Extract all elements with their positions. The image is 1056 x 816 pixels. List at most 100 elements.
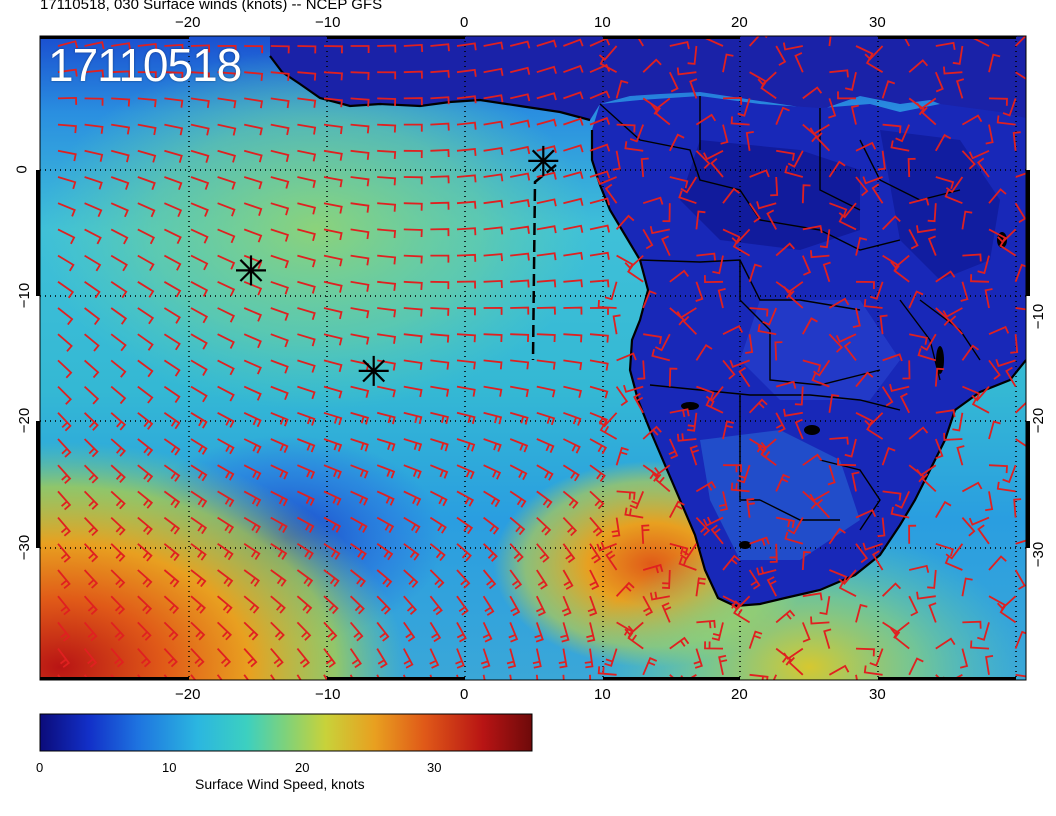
- wind-barb: [349, 621, 364, 642]
- wind-barb: [695, 113, 717, 126]
- wind-barb: [745, 131, 754, 151]
- wind-barb: [633, 392, 644, 414]
- wind-barb: [766, 576, 777, 597]
- lon-tick-bottom: 0: [460, 686, 469, 703]
- wind-barb: [988, 420, 1001, 440]
- wind-barb: [377, 202, 397, 212]
- wind-barb: [164, 97, 184, 108]
- wind-barb: [510, 359, 530, 370]
- wind-barb: [959, 648, 969, 669]
- wind-barb: [483, 173, 504, 182]
- wind-barb: [766, 209, 777, 230]
- wind-barb: [762, 307, 778, 326]
- wind-barb: [482, 622, 493, 643]
- wind-barb: [935, 542, 955, 557]
- wind-barb: [403, 490, 422, 506]
- wind-barb: [83, 543, 99, 563]
- wind-barb: [589, 170, 611, 179]
- wind-barb: [642, 290, 657, 309]
- wind-barb: [589, 251, 610, 260]
- wind-barb: [244, 97, 264, 109]
- lat-tick-left: 0: [13, 165, 31, 174]
- wind-barb: [110, 595, 126, 615]
- wind-barb: [640, 157, 649, 178]
- wind-barb: [916, 225, 936, 234]
- wind-barb: [624, 621, 644, 636]
- wind-barb: [137, 202, 156, 218]
- wind-barb: [137, 516, 153, 536]
- wind-barb: [111, 97, 131, 107]
- wind-barb: [908, 59, 929, 73]
- wind-barb: [297, 464, 316, 480]
- wind-barb: [909, 333, 928, 345]
- wind-barb: [456, 569, 471, 589]
- wind-barb: [217, 71, 237, 81]
- wind-barb: [536, 65, 557, 74]
- wind-barb: [669, 500, 685, 519]
- wind-barb: [349, 595, 365, 615]
- wind-barb: [695, 281, 704, 302]
- wind-barb: [323, 621, 338, 642]
- wind-barb: [999, 605, 1017, 624]
- wind-barb: [350, 490, 369, 506]
- wind-barb: [217, 359, 235, 376]
- wind-barb: [403, 43, 424, 52]
- wind-barb: [881, 215, 901, 231]
- wind-barb: [934, 438, 944, 460]
- wind-barb: [323, 385, 343, 399]
- wind-barb: [323, 490, 342, 506]
- wind-barb: [110, 281, 128, 299]
- wind-barb: [815, 498, 831, 519]
- wind-barb: [1014, 263, 1026, 283]
- wind-barb: [783, 408, 803, 417]
- wind-barb: [871, 183, 884, 204]
- wind-barb: [244, 45, 264, 54]
- wind-barb: [217, 412, 235, 428]
- wind-barb: [350, 228, 370, 240]
- wind-barb: [682, 315, 698, 335]
- wind-barb: [429, 569, 445, 589]
- wind-barb: [945, 176, 964, 194]
- wind-barb: [110, 254, 128, 272]
- wind-barb: [775, 45, 787, 66]
- wind-barb: [908, 524, 917, 544]
- colorbar-tick: 20: [295, 760, 310, 775]
- wind-barb: [110, 149, 130, 163]
- wind-barb: [589, 490, 605, 510]
- wind-barb: [695, 210, 706, 230]
- wind-barb: [508, 622, 519, 643]
- wind-barb: [163, 307, 181, 324]
- wind-barb: [217, 202, 236, 217]
- wind-barb: [695, 577, 706, 597]
- wind-barb: [961, 517, 976, 537]
- wind-barb: [730, 116, 750, 126]
- wind-barb: [563, 279, 583, 288]
- wind-barb: [829, 436, 849, 445]
- wind-barb: [456, 200, 477, 209]
- wind-barb: [84, 176, 103, 190]
- wind-barb: [456, 595, 469, 616]
- wind-barb: [641, 524, 650, 544]
- wind-barb: [801, 622, 811, 643]
- wind-barb: [1014, 202, 1026, 223]
- wind-barb: [775, 412, 786, 433]
- wind-barb: [943, 66, 963, 75]
- wind-barb: [429, 595, 443, 616]
- wind-barb: [894, 491, 911, 509]
- wind-barb: [323, 438, 343, 452]
- wind-barb: [430, 69, 450, 78]
- wind-barb: [889, 383, 910, 392]
- wind-barb: [536, 490, 553, 509]
- wind-barb: [877, 517, 886, 538]
- wind-barb: [908, 426, 929, 440]
- wind-barb: [722, 464, 742, 473]
- wind-barb: [323, 71, 343, 81]
- wind-barb: [350, 438, 369, 452]
- wind-barb: [1015, 438, 1026, 455]
- wind-barb: [403, 543, 420, 561]
- wind-barb: [890, 506, 910, 519]
- wind-barb: [110, 333, 127, 352]
- wind-barb: [57, 438, 72, 458]
- wind-barb: [935, 409, 956, 418]
